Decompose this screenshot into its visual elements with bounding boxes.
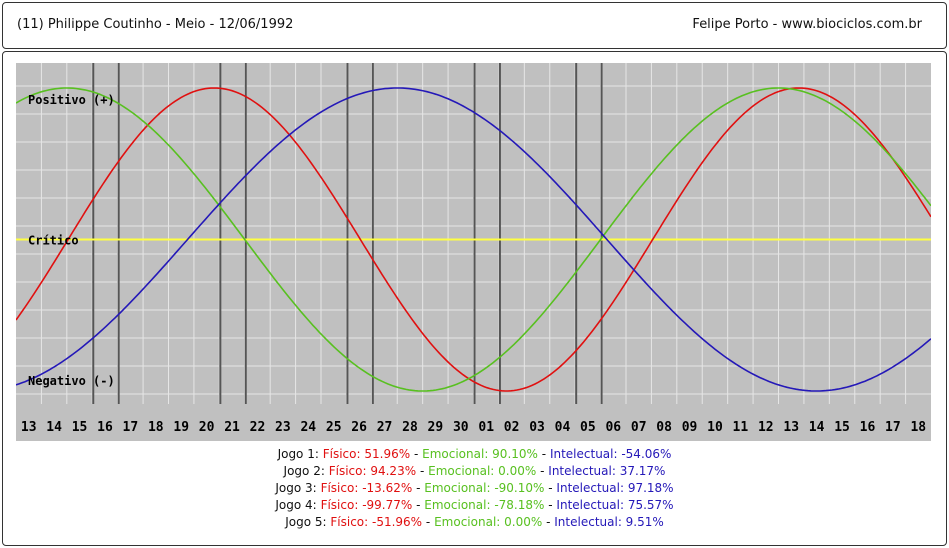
fisico-value: 51.96% [364,447,411,461]
x-tick-label: 18 [148,420,164,435]
x-tick-label: 08 [656,420,672,435]
intelectual-label: Intelectual [556,498,620,512]
x-tick-label: 03 [529,420,545,435]
x-tick-label: 18 [910,420,926,435]
stat-row: Jogo 2: Físico: 94.23% - Emocional: 0.00… [283,464,666,478]
game-markers [92,63,603,404]
x-tick-label: 07 [631,420,647,435]
x-tick-label: 30 [453,420,469,435]
biorhythm-chart: Positivo (+) Crítico Negativo (-) 13 14 15… [16,63,931,441]
x-tick-label: 16 [860,420,876,435]
fisico-value: -51.96% [372,515,423,529]
x-tick-label: 15 [72,420,88,435]
x-tick-label: 11 [733,420,749,435]
x-tick-label: 23 [275,420,291,435]
critical-label: Crítico [28,234,79,248]
emocional-value: 90.10% [492,447,538,461]
emocional-label: Emocional [428,464,491,478]
x-tick-label: 04 [555,420,571,435]
intelectual-label: Intelectual [554,515,618,529]
site-credit: Felipe Porto - www.biociclos.com.br [692,17,922,32]
x-tick-label: 28 [402,420,418,435]
fisico-label: Físico [328,464,363,478]
intelectual-value: -54.06% [621,447,672,461]
x-tick-label: 09 [682,420,698,435]
athlete-info: (11) Philippe Coutinho - Meio - 12/06/19… [17,17,294,32]
x-tick-label: 01 [478,420,494,435]
x-tick-label: 15 [834,420,850,435]
emocional-value: 0.00% [504,515,543,529]
emocional-label: Emocional [424,481,487,495]
series-line-intelectual [16,87,931,392]
emocional-value: -90.10% [494,481,545,495]
emocional-label: Emocional [424,498,487,512]
game-label: Jogo 5: [285,515,327,529]
emocional-value: 0.00% [498,464,537,478]
x-tick-label: 24 [300,420,316,435]
x-tick-label: 17 [885,420,901,435]
positive-label: Positivo (+) [28,93,115,107]
stat-row: Jogo 1: Físico: 51.96% - Emocional: 90.1… [277,447,672,461]
x-tick-label: 10 [707,420,723,435]
x-tick-label: 26 [351,420,367,435]
tick-strip [16,404,931,441]
stat-row: Jogo 3: Físico: -13.62% - Emocional: -90… [275,481,674,495]
stat-row: Jogo 5: Físico: -51.96% - Emocional: 0.0… [285,515,664,529]
fisico-label: Físico [320,498,355,512]
intelectual-value: 97.18% [627,481,674,495]
emocional-value: -78.18% [494,498,545,512]
fisico-label: Físico [320,481,355,495]
x-tick-label: 13 [783,420,799,435]
x-tick-label: 17 [123,420,139,435]
intelectual-label: Intelectual [548,464,612,478]
game-label: Jogo 1: [277,447,319,461]
x-tick-label: 20 [199,420,215,435]
emocional-label: Emocional [422,447,485,461]
x-tick-label: 21 [224,420,240,435]
fisico-value: -99.77% [362,498,413,512]
series-line-emocional [16,87,931,392]
stat-row: Jogo 4: Físico: -99.77% - Emocional: -78… [275,498,674,512]
series-lines [16,87,931,392]
x-tick-label: 13 [21,420,37,435]
x-tick-label: 12 [758,420,774,435]
x-tick-label: 14 [46,420,62,435]
x-tick-label: 16 [97,420,113,435]
x-tick-label: 02 [504,420,520,435]
fisico-label: Físico [330,515,365,529]
x-tick-label: 29 [428,420,444,435]
series-line-físico [16,87,931,392]
intelectual-label: Intelectual [556,481,620,495]
intelectual-value: 37.17% [619,464,666,478]
x-tick-label: 27 [377,420,393,435]
x-tick-label: 19 [173,420,189,435]
game-label: Jogo 3: [275,481,317,495]
x-tick-label: 22 [250,420,266,435]
x-tick-label: 06 [605,420,621,435]
chart-header: (11) Philippe Coutinho - Meio - 12/06/19… [2,2,947,49]
game-label: Jogo 4: [275,498,317,512]
negative-label: Negativo (-) [28,374,115,388]
fisico-label: Físico [322,447,357,461]
x-tick-label: 14 [809,420,825,435]
intelectual-value: 9.51% [625,515,664,529]
game-label: Jogo 2: [283,464,325,478]
game-stats: Jogo 1: Físico: 51.96% - Emocional: 90.1… [0,446,949,531]
x-tick-label: 25 [326,420,342,435]
fisico-value: -13.62% [362,481,413,495]
emocional-label: Emocional [434,515,497,529]
intelectual-label: Intelectual [549,447,614,461]
fisico-value: 94.23% [370,464,417,478]
x-tick-labels: 13 14 15 16 17 18 19 20 21 22 23 24 25 26 27 28 29 30 01 02… [16,404,931,441]
intelectual-value: 75.57% [627,498,674,512]
x-tick-label: 05 [580,420,596,435]
